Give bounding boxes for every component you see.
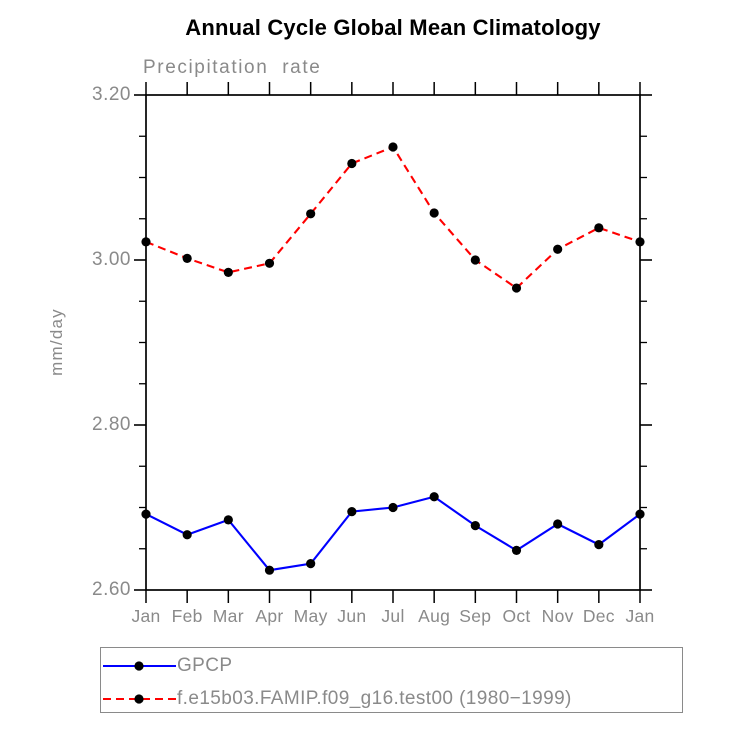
x-tick-label: Oct: [502, 606, 531, 626]
legend-label-model: f.e15b03.FAMIP.f09_g16.test00 (1980−1999…: [177, 688, 572, 709]
data-point-marker: [141, 237, 151, 247]
legend-item-model: f.e15b03.FAMIP.f09_g16.test00 (1980−1999…: [103, 688, 572, 709]
legend-swatch-marker: [134, 661, 144, 671]
x-tick-label: Jul: [381, 606, 405, 626]
data-point-marker: [429, 208, 439, 218]
data-point-marker: [306, 559, 316, 569]
chart-subtitle: Precipitation rate: [143, 57, 322, 78]
x-tick-label: Sep: [459, 606, 492, 626]
y-tick-label: 2.80: [92, 414, 131, 435]
plot-frame: [145, 94, 641, 591]
data-point-marker: [511, 545, 522, 556]
x-tick-label: Aug: [418, 606, 451, 626]
data-point-marker: [388, 502, 398, 513]
data-point-marker: [182, 253, 192, 263]
data-point-marker: [264, 565, 275, 575]
data-point-marker: [141, 509, 151, 519]
y-tick-label: 3.20: [92, 84, 131, 105]
x-tick-label: Nov: [541, 606, 574, 626]
data-point-marker: [470, 255, 480, 265]
data-point-marker: [264, 258, 275, 268]
x-tick-label: Jan: [625, 606, 655, 626]
data-point-marker: [223, 267, 233, 277]
x-tick-label: Dec: [582, 606, 615, 626]
data-point-marker: [594, 540, 604, 550]
legend-item-gpcp: GPCP: [103, 655, 233, 676]
x-tick-label: Mar: [212, 606, 244, 626]
data-point-marker: [511, 283, 522, 293]
data-point-marker: [347, 158, 357, 169]
legend-label-gpcp: GPCP: [177, 655, 233, 676]
data-point-marker: [347, 507, 357, 517]
x-tick-label: Apr: [255, 606, 284, 626]
legend-swatch-marker: [134, 694, 144, 704]
data-point-marker: [635, 237, 645, 247]
data-point-marker: [553, 519, 563, 529]
x-tick-label: Jun: [337, 606, 367, 626]
data-point-marker: [306, 209, 316, 219]
x-tick-label: May: [293, 606, 328, 626]
chart-title: Annual Cycle Global Mean Climatology: [185, 15, 601, 40]
data-point-marker: [223, 515, 233, 525]
legend-box: GPCP f.e15b03.FAMIP.f09_g16.test00 (1980…: [100, 647, 683, 713]
y-tick-label: 2.60: [92, 579, 131, 600]
y-tick-label: 3.00: [92, 249, 131, 270]
data-point-marker: [470, 521, 480, 531]
series-line-model: [145, 145, 641, 290]
gpcp-line-swatch: [103, 661, 176, 671]
data-point-marker: [553, 244, 563, 254]
data-point-marker: [429, 492, 439, 502]
data-point-marker: [182, 530, 192, 540]
x-tick-label: Jan: [131, 606, 161, 626]
data-point-marker: [635, 509, 645, 519]
data-point-marker: [388, 142, 398, 152]
x-tick-label: Feb: [171, 606, 203, 626]
model-line-swatch: [103, 694, 176, 704]
data-point-marker: [594, 223, 604, 233]
